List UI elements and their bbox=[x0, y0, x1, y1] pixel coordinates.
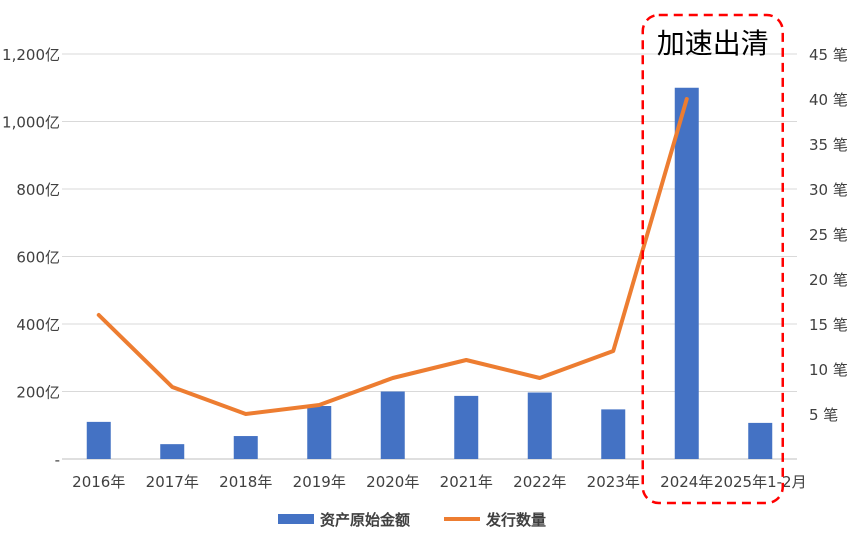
bar-2020年 bbox=[381, 392, 405, 460]
right-axis-tick-label: 20 笔 bbox=[809, 271, 848, 289]
right-axis-tick-label: 10 笔 bbox=[809, 361, 848, 379]
x-axis-tick-label: 2018年 bbox=[219, 473, 272, 491]
x-axis-tick-label: 2019年 bbox=[293, 473, 346, 491]
left-axis-tick-label: 1,000亿 bbox=[2, 114, 60, 132]
left-axis-tick-label: 200亿 bbox=[16, 384, 60, 402]
x-axis-tick-label: 2025年1-2月 bbox=[714, 473, 807, 491]
legend-label: 资产原始金额 bbox=[320, 511, 410, 529]
right-axis-tick-label: 5 笔 bbox=[809, 406, 838, 424]
right-axis-tick-label: 15 笔 bbox=[809, 316, 848, 334]
x-axis-tick-label: 2021年 bbox=[440, 473, 493, 491]
bar-2025年1-2月 bbox=[748, 423, 772, 459]
bar-2024年 bbox=[675, 88, 699, 459]
left-axis-tick-label: - bbox=[55, 451, 60, 469]
x-axis-tick-label: 2023年 bbox=[587, 473, 640, 491]
annotation-label: 加速出清 bbox=[657, 27, 769, 60]
left-axis-tick-label: 400亿 bbox=[16, 316, 60, 334]
bar-2021年 bbox=[454, 396, 478, 459]
x-axis-tick-label: 2022年 bbox=[513, 473, 566, 491]
x-axis-tick-label: 2024年 bbox=[660, 473, 713, 491]
bar-2019年 bbox=[307, 406, 331, 459]
left-axis-tick-label: 1,200亿 bbox=[2, 46, 60, 64]
bar-2018年 bbox=[234, 436, 258, 459]
right-axis-tick-label: 25 笔 bbox=[809, 226, 848, 244]
right-axis-tick-label: 30 笔 bbox=[809, 181, 848, 199]
right-axis-tick-label: 40 笔 bbox=[809, 91, 848, 109]
right-axis-tick-label: 35 笔 bbox=[809, 136, 848, 154]
x-axis-tick-label: 2017年 bbox=[146, 473, 199, 491]
bar-2016年 bbox=[87, 422, 111, 459]
x-axis-tick-label: 2020年 bbox=[366, 473, 419, 491]
left-axis-tick-label: 800亿 bbox=[16, 181, 60, 199]
legend-swatch-bar bbox=[278, 514, 314, 524]
bar-2023年 bbox=[601, 409, 625, 459]
left-axis-tick-label: 600亿 bbox=[16, 249, 60, 267]
legend-label: 发行数量 bbox=[485, 511, 546, 529]
bar-2022年 bbox=[528, 393, 552, 459]
x-axis-tick-label: 2016年 bbox=[72, 473, 125, 491]
right-axis-tick-label: 45 笔 bbox=[809, 46, 848, 64]
bar-2017年 bbox=[160, 444, 184, 459]
